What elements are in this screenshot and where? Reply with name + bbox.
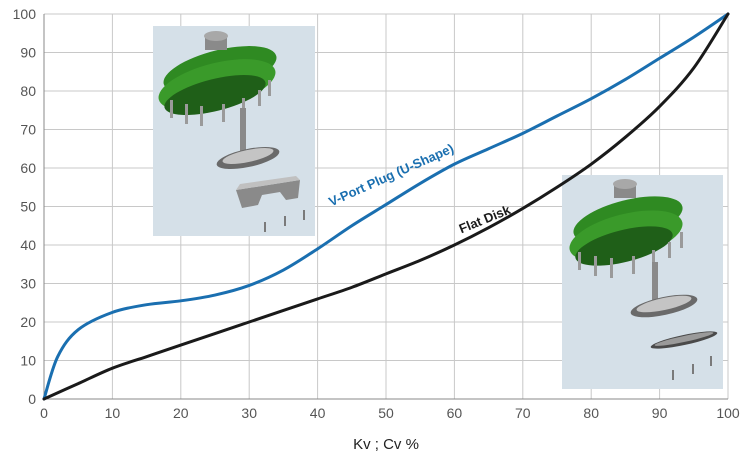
y-tick-label-0: 0 xyxy=(28,391,36,407)
x-tick-label-60: 60 xyxy=(447,405,463,421)
y-tick-label-70: 70 xyxy=(20,122,36,138)
series-line-flat-disk xyxy=(42,12,730,401)
x-tick-label-0: 0 xyxy=(40,405,48,421)
x-tick-label-10: 10 xyxy=(105,405,121,421)
x-tick-label-90: 90 xyxy=(652,405,668,421)
series-layer xyxy=(42,12,730,401)
x-tick-label-70: 70 xyxy=(515,405,531,421)
flat-disk-valve-illustration xyxy=(562,175,723,389)
y-tick-label-60: 60 xyxy=(20,160,36,176)
y-tick-label-40: 40 xyxy=(20,237,36,253)
x-tick-label-40: 40 xyxy=(310,405,326,421)
x-tick-label-80: 80 xyxy=(583,405,599,421)
x-tick-label-100: 100 xyxy=(716,405,740,421)
series-line-v-port-plug-u-shape xyxy=(42,12,730,401)
x-tick-label-30: 30 xyxy=(241,405,257,421)
x-tick-label-50: 50 xyxy=(378,405,394,421)
x-tick-label-20: 20 xyxy=(173,405,189,421)
tick-labels: 0 10 20 30 40 50 60 70 80 90 100 0 10 20 30 40 50 60 70 80 9… xyxy=(13,6,740,421)
y-tick-label-50: 50 xyxy=(20,199,36,215)
y-tick-label-20: 20 xyxy=(20,314,36,330)
axes xyxy=(43,14,728,400)
y-tick-label-100: 100 xyxy=(13,6,37,22)
y-tick-label-30: 30 xyxy=(20,276,36,292)
x-axis-title: Kv ; Cv % xyxy=(353,436,419,453)
v-port-plug-valve-illustration xyxy=(153,26,315,236)
y-tick-label-10: 10 xyxy=(20,353,36,369)
y-tick-label-90: 90 xyxy=(20,45,36,61)
y-tick-label-80: 80 xyxy=(20,83,36,99)
